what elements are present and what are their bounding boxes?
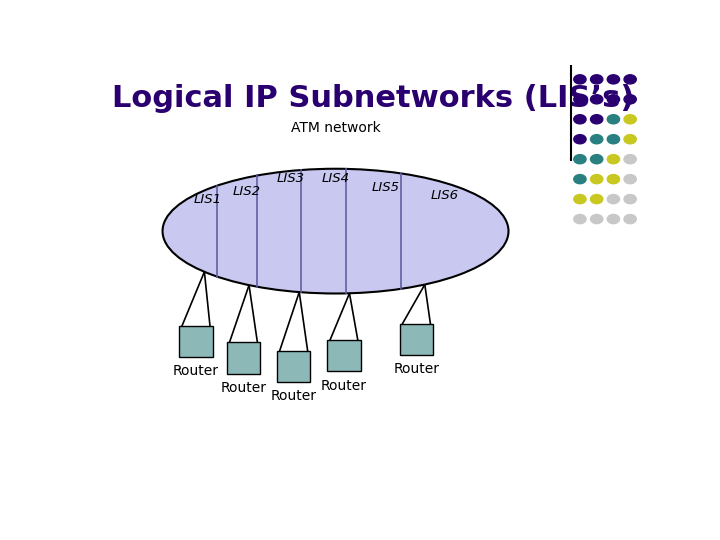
- Circle shape: [624, 94, 636, 104]
- Circle shape: [607, 154, 619, 164]
- Circle shape: [574, 94, 586, 104]
- Circle shape: [624, 134, 636, 144]
- Circle shape: [574, 75, 586, 84]
- Text: LIS4: LIS4: [322, 172, 350, 185]
- Text: Router: Router: [271, 389, 317, 403]
- FancyBboxPatch shape: [400, 323, 433, 355]
- Text: Router: Router: [393, 362, 439, 376]
- Circle shape: [607, 174, 619, 184]
- Text: LIS5: LIS5: [372, 181, 400, 194]
- Text: Logical IP Subnetworks (LIS’s): Logical IP Subnetworks (LIS’s): [112, 84, 635, 112]
- Text: Router: Router: [321, 379, 367, 393]
- Circle shape: [607, 134, 619, 144]
- Circle shape: [574, 194, 586, 204]
- FancyBboxPatch shape: [227, 342, 260, 374]
- FancyBboxPatch shape: [327, 340, 361, 372]
- Circle shape: [574, 174, 586, 184]
- FancyBboxPatch shape: [179, 326, 213, 357]
- Circle shape: [624, 114, 636, 124]
- Text: LIS1: LIS1: [193, 193, 221, 206]
- Circle shape: [590, 134, 603, 144]
- Circle shape: [607, 75, 619, 84]
- Circle shape: [574, 134, 586, 144]
- Text: LIS6: LIS6: [431, 189, 459, 202]
- Circle shape: [624, 75, 636, 84]
- Circle shape: [574, 214, 586, 224]
- Circle shape: [574, 114, 586, 124]
- Circle shape: [574, 154, 586, 164]
- Text: Router: Router: [173, 364, 219, 379]
- Ellipse shape: [163, 168, 508, 294]
- Text: LIS3: LIS3: [277, 172, 305, 185]
- Circle shape: [607, 94, 619, 104]
- Circle shape: [607, 194, 619, 204]
- FancyBboxPatch shape: [277, 350, 310, 382]
- Circle shape: [607, 214, 619, 224]
- Circle shape: [590, 75, 603, 84]
- Circle shape: [590, 154, 603, 164]
- Circle shape: [624, 214, 636, 224]
- Circle shape: [590, 174, 603, 184]
- Circle shape: [590, 194, 603, 204]
- Circle shape: [590, 94, 603, 104]
- Circle shape: [624, 174, 636, 184]
- Text: ATM network: ATM network: [291, 121, 380, 135]
- Circle shape: [624, 194, 636, 204]
- Circle shape: [624, 154, 636, 164]
- Text: Router: Router: [220, 381, 266, 395]
- Text: LIS2: LIS2: [233, 185, 261, 198]
- Circle shape: [607, 114, 619, 124]
- Circle shape: [590, 214, 603, 224]
- Circle shape: [590, 114, 603, 124]
